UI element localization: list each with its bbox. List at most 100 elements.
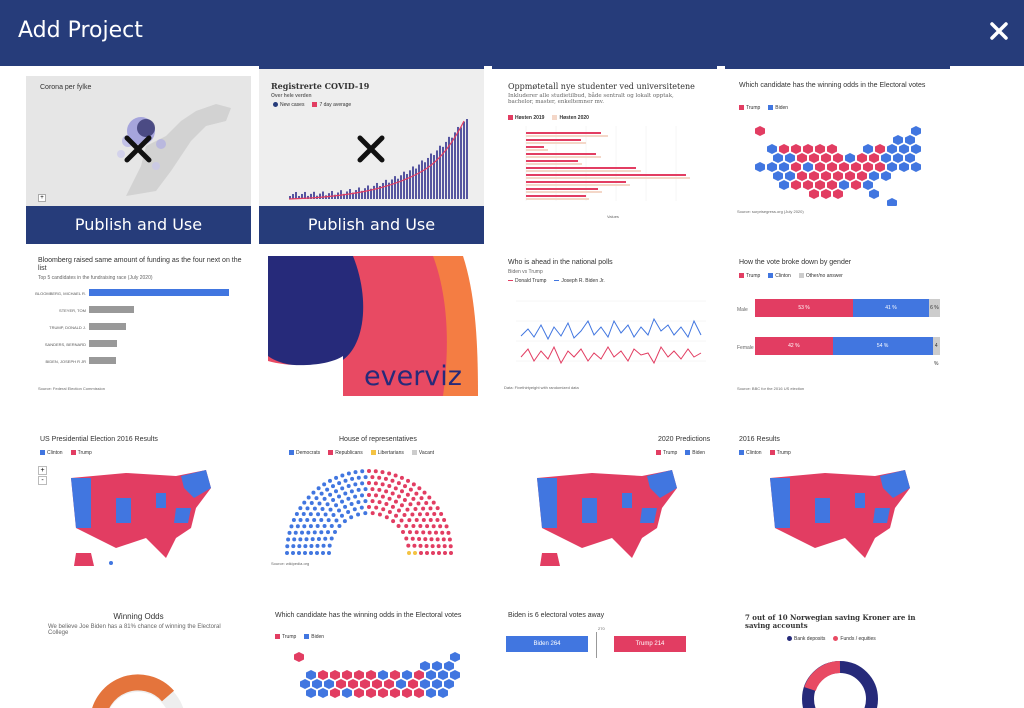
- zoom-control[interactable]: +: [38, 194, 46, 202]
- bar: [457, 126, 459, 199]
- seat: [396, 508, 401, 513]
- project-card-electoral-hex[interactable]: Which candidate has the winning odds in …: [725, 66, 950, 244]
- hex-tile: [312, 679, 322, 689]
- project-card-2016-results[interactable]: 2016 Results Clinton Trump: [725, 428, 950, 596]
- project-grid: Corona per fylke + Publish and Use Regis…: [0, 66, 1024, 708]
- hex-tile: [845, 153, 855, 163]
- us-map: [71, 470, 211, 566]
- project-card-everviz-logo[interactable]: everviz: [268, 256, 478, 396]
- seat: [291, 544, 296, 549]
- seat: [340, 473, 345, 478]
- seat: [329, 536, 334, 541]
- seat: [421, 530, 426, 535]
- close-icon[interactable]: [986, 18, 1012, 44]
- bar-segment: 41 %: [853, 299, 929, 317]
- seat: [425, 551, 429, 555]
- chart-source: Source: wikipedia.org: [271, 561, 310, 566]
- seat: [328, 492, 333, 497]
- seat: [403, 484, 408, 489]
- hex-tile: [857, 153, 867, 163]
- project-card-fundraising[interactable]: Bloomberg raised same amount of funding …: [26, 251, 251, 419]
- project-card-corona-map[interactable]: Corona per fylke + Publish and Use: [26, 76, 251, 244]
- bar: [352, 192, 354, 199]
- bar: [346, 191, 348, 199]
- zoom-in-button[interactable]: +: [38, 466, 47, 475]
- seat: [312, 518, 317, 523]
- seat: [356, 512, 361, 517]
- project-card-winning-odds[interactable]: Winning Odds We believe Joe Biden has a …: [26, 604, 251, 708]
- hex-tile: [797, 171, 807, 181]
- seat: [312, 530, 317, 535]
- seat: [340, 486, 345, 491]
- hex-tile: [863, 162, 873, 172]
- bar-label: STEYER, TOM: [59, 308, 86, 313]
- seat: [303, 544, 308, 549]
- publish-and-use-button[interactable]: Publish and Use: [26, 206, 251, 244]
- bar: [322, 191, 324, 199]
- project-card-electoral-hex-2[interactable]: Which candidate has the winning odds in …: [259, 604, 484, 708]
- seat: [393, 486, 398, 491]
- bar-label: TRUMP, DONALD J.: [49, 325, 86, 330]
- hex-tile: [366, 670, 376, 680]
- project-card-electoral-gap[interactable]: Biden is 6 electoral votes away 270 Bide…: [492, 604, 717, 708]
- project-card-students-bars[interactable]: Oppmøtetall nye studenter ved universite…: [492, 66, 717, 244]
- hex-tile: [869, 189, 879, 199]
- hex-tile: [839, 162, 849, 172]
- seat: [322, 482, 327, 487]
- hex-tile: [821, 171, 831, 181]
- seat: [356, 487, 361, 492]
- hex-tile: [863, 180, 873, 190]
- bar: [466, 119, 468, 199]
- hex-tile: [899, 144, 909, 154]
- seat: [405, 492, 410, 497]
- seat: [302, 524, 307, 529]
- seat: [425, 524, 430, 529]
- chart-source: Source: Federal Election Commission: [38, 386, 105, 391]
- seat: [363, 499, 368, 504]
- seat: [396, 481, 401, 486]
- bar: [454, 132, 456, 199]
- seat: [438, 524, 443, 529]
- bar: [319, 193, 321, 199]
- seat: [306, 495, 311, 500]
- chart-legend: Democrats Republicans Libertarians Vacan…: [289, 450, 434, 456]
- hex-tile: [318, 688, 328, 698]
- zoom-out-button[interactable]: -: [38, 476, 47, 485]
- project-card-national-polls[interactable]: Who is ahead in the national polls Biden…: [492, 251, 717, 419]
- seat: [297, 551, 301, 555]
- seat: [387, 510, 392, 515]
- seat: [325, 502, 330, 507]
- project-card-norway-savings[interactable]: 7 out of 10 Norwegian saving Kroner are …: [725, 604, 950, 708]
- bar: [415, 168, 417, 199]
- hex-tile: [438, 670, 448, 680]
- bar: [460, 127, 462, 199]
- covid-bar-chart: [288, 119, 468, 200]
- seat: [306, 530, 311, 535]
- project-card-us-election-2016[interactable]: US Presidential Election 2016 Results Cl…: [26, 428, 251, 596]
- bar: [379, 186, 381, 199]
- hex-tile: [887, 144, 897, 154]
- seat: [356, 475, 361, 480]
- project-card-2020-predictions[interactable]: 2020 Predictions Trump Biden: [492, 428, 717, 596]
- hex-tile: [390, 670, 400, 680]
- hex-tile: [797, 153, 807, 163]
- card-title: 2020 Predictions: [658, 436, 711, 443]
- card-top-bar: [259, 66, 484, 69]
- seat: [436, 544, 441, 549]
- bar-segment: 6 %: [928, 299, 940, 317]
- norway-map: [117, 104, 231, 196]
- hex-tile: [324, 679, 334, 689]
- unavailable-x-icon: [357, 135, 385, 163]
- bar: [289, 196, 291, 199]
- hex-tile: [809, 189, 819, 199]
- publish-and-use-button[interactable]: Publish and Use: [259, 206, 484, 244]
- biden-bar: Biden 264: [506, 636, 588, 652]
- project-card-covid-chart[interactable]: Registrerte COVID-19 Over hele verden Ne…: [259, 66, 484, 244]
- project-card-house-parliament[interactable]: House of representatives Democrats Repub…: [259, 428, 484, 596]
- seat: [322, 496, 327, 501]
- hex-tile: [402, 688, 412, 698]
- project-card-gender-vote[interactable]: How the vote broke down by gender Trump …: [725, 251, 950, 419]
- seat: [285, 551, 289, 555]
- seat: [410, 536, 415, 541]
- seat: [337, 508, 342, 513]
